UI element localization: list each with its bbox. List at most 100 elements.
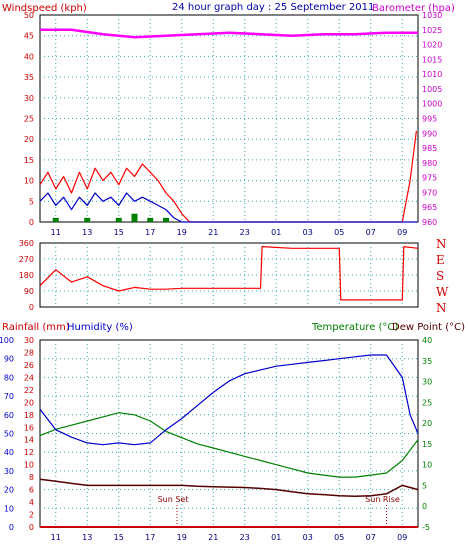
rainfall-tick: 16 — [24, 423, 34, 432]
wind-panel-x-tick: 05 — [334, 228, 344, 237]
humidity-tick: 20 — [4, 486, 14, 495]
windspeed-tick: 15 — [24, 156, 34, 165]
direction-label: S — [436, 269, 444, 283]
humidity-tick: 30 — [4, 467, 14, 476]
sun-event-label: Sun Set — [158, 495, 189, 504]
windspeed-tick: 25 — [24, 115, 34, 124]
windspeed-tick: 30 — [24, 94, 34, 103]
rainfall-tick: 22 — [24, 386, 34, 395]
temperature-tick: 25 — [422, 398, 432, 407]
wind-min-bar — [52, 217, 59, 222]
direction-tick: 0 — [29, 303, 34, 312]
wind-panel-x-tick: 11 — [51, 228, 61, 237]
rainfall-tick: 4 — [29, 498, 34, 507]
climate-panel-x-tick: 05 — [334, 533, 344, 542]
direction-tick: 90 — [24, 287, 34, 296]
dewpoint-axis-title: Dew Point (°C) — [392, 322, 465, 333]
barometer-tick: 990 — [422, 129, 437, 138]
wind-min-bar — [163, 217, 169, 222]
temperature-line — [39, 412, 419, 478]
wind-average-line — [39, 192, 418, 223]
direction-tick: 180 — [19, 271, 34, 280]
barometer-tick: 1010 — [422, 70, 442, 79]
temperature-tick: -5 — [422, 523, 430, 532]
rainfall-axis-title: Rainfall (mm) — [2, 322, 70, 333]
windspeed-tick: 10 — [24, 177, 34, 186]
climate-panel-x-tick: 17 — [145, 533, 155, 542]
barometer-tick: 980 — [422, 159, 437, 168]
barometer-tick: 995 — [422, 115, 437, 124]
barometer-tick: 1020 — [422, 41, 442, 50]
direction-tick: 360 — [19, 239, 34, 248]
direction-label: E — [436, 253, 445, 267]
barometer-axis-title: Barometer (hpa) — [372, 3, 455, 14]
wind-panel-x-tick: 09 — [397, 228, 407, 237]
rainfall-tick: 28 — [24, 348, 34, 357]
windspeed-tick: 40 — [24, 52, 34, 61]
climate-panel-x-tick: 23 — [240, 533, 250, 542]
rainfall-tick: 8 — [29, 473, 34, 482]
barometer-tick: 1000 — [422, 100, 442, 109]
windspeed-tick: 50 — [24, 11, 34, 20]
barometer-tick: 965 — [422, 203, 437, 212]
humidity-axis-title: Humidity (%) — [67, 322, 133, 333]
wind-panel-x-tick: 17 — [145, 228, 155, 237]
rainfall-tick: 0 — [29, 523, 34, 532]
rainfall-tick: 10 — [24, 461, 34, 470]
wind-panel-x-tick: 23 — [240, 228, 250, 237]
wind-panel-x-tick: 03 — [303, 228, 313, 237]
wind-panel-x-tick: 07 — [366, 228, 376, 237]
gust-series-line — [39, 130, 417, 223]
direction-label: N — [436, 301, 447, 315]
temperature-tick: 5 — [422, 481, 427, 490]
windspeed-tick: 5 — [29, 197, 34, 206]
wind-panel-x-tick: 01 — [271, 228, 281, 237]
barometer-tick: 1015 — [422, 55, 442, 64]
wind-min-bar — [131, 213, 138, 222]
barometer-line — [40, 28, 418, 39]
rainfall-tick: 30 — [24, 336, 34, 345]
sun-event-label: Sun Rise — [365, 495, 400, 504]
graph-title: 24 hour graph day : 25 September 2011 — [172, 2, 374, 13]
climate-panel-x-tick: 11 — [51, 533, 61, 542]
rainfall-tick: 6 — [29, 486, 34, 495]
direction-line — [39, 246, 419, 301]
windspeed-tick: 45 — [24, 32, 34, 41]
temperature-tick: 20 — [422, 419, 432, 428]
rainfall-tick: 18 — [24, 411, 34, 420]
temperature-axis-title: Temperature (°C) — [311, 322, 398, 333]
humidity-tick: 40 — [4, 448, 14, 457]
rainfall-tick: 20 — [24, 398, 34, 407]
humidity-tick: 80 — [4, 373, 14, 382]
barometer-tick: 1005 — [422, 85, 442, 94]
barometer-tick: 960 — [422, 218, 437, 227]
temperature-tick: 15 — [422, 440, 432, 449]
humidity-line — [39, 354, 419, 446]
direction-tick: 270 — [19, 255, 34, 264]
barometer-tick: 975 — [422, 174, 437, 183]
humidity-tick: 70 — [4, 392, 14, 401]
humidity-tick: 0 — [9, 523, 14, 532]
temperature-tick: 0 — [422, 502, 427, 511]
humidity-tick: 100 — [0, 336, 14, 345]
barometer-tick: 1030 — [422, 11, 442, 20]
humidity-tick: 10 — [4, 504, 14, 513]
windspeed-tick: 0 — [29, 218, 34, 227]
wind-panel-x-tick: 19 — [177, 228, 187, 237]
rainfall-tick: 24 — [24, 373, 34, 382]
windspeed-tick: 20 — [24, 135, 34, 144]
windspeed-axis-title: Windspeed (kph) — [2, 3, 87, 14]
dewpoint-line — [39, 478, 419, 497]
wind-min-bar — [147, 217, 154, 222]
climate-panel-x-tick: 03 — [303, 533, 313, 542]
climate-panel-x-tick: 13 — [82, 533, 92, 542]
rainfall-tick: 26 — [24, 361, 34, 370]
rainfall-tick: 2 — [29, 511, 34, 520]
barometer-tick: 970 — [422, 188, 437, 197]
barometer-tick: 1025 — [422, 26, 442, 35]
wind-panel-x-tick: 15 — [114, 228, 124, 237]
wind-min-bar — [115, 217, 122, 222]
barometer-tick: 985 — [422, 144, 437, 153]
rainfall-tick: 12 — [24, 448, 34, 457]
